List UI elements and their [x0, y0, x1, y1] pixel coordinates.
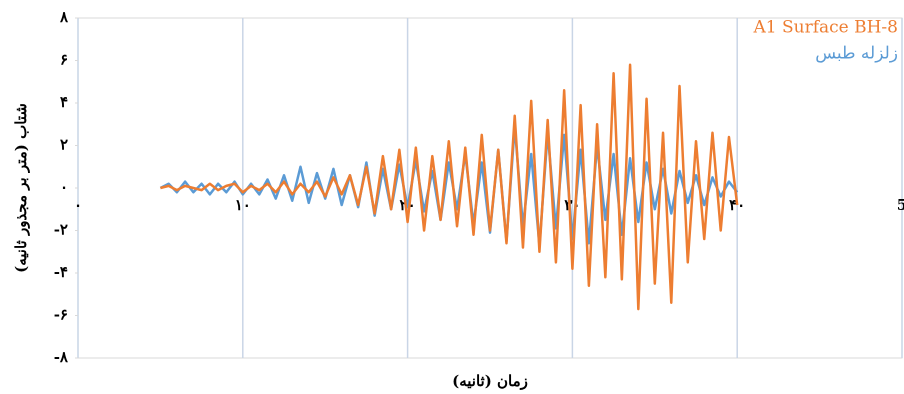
- y-tick-label: ۲: [60, 136, 68, 154]
- y-axis-label: شتاب (متر بر مجذور ثانیه): [12, 103, 30, 273]
- series-line: [160, 63, 739, 311]
- y-tick-label: ۸: [59, 8, 69, 26]
- x-tick-label: 5: [897, 196, 904, 214]
- x-tick-label: ۰: [74, 196, 82, 214]
- series-line: [159, 125, 739, 247]
- x-axis-label: زمان (ثانیه): [452, 372, 528, 390]
- y-tick-label: -۶: [54, 306, 68, 324]
- x-tick-label: ۳۰: [564, 196, 580, 214]
- y-tick-label: -۲: [54, 221, 68, 239]
- y-tick-label: ۰: [60, 178, 68, 196]
- y-tick-label: -۴: [54, 263, 68, 281]
- plot-frame: [77, 17, 903, 359]
- y-tick-label: ۴: [60, 93, 68, 111]
- y-tick-label: ۶: [60, 51, 68, 69]
- legend-label: زلزله طبس: [815, 44, 898, 64]
- legend-label: A1 Surface BH-8: [752, 18, 898, 38]
- y-tick-label: -۸: [54, 348, 69, 366]
- x-tick-label: ۱۰: [235, 196, 251, 214]
